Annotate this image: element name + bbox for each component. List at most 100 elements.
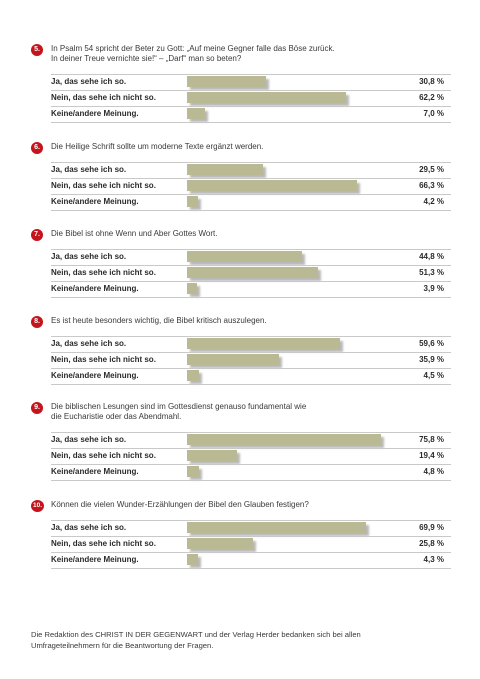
footer-line-2: Umfrageteilnehmern für die Beantwortung … [31, 641, 214, 650]
answer-label: Keine/andere Meinung. [51, 109, 139, 118]
question-number-badge: 8. [31, 316, 43, 328]
question-number-badge: 5. [31, 44, 43, 56]
row-divider [51, 265, 451, 266]
row-divider [51, 368, 451, 369]
question-block: 9. Die biblischen Lesungen sind im Gottes… [31, 402, 451, 481]
row-divider [51, 178, 451, 179]
row-divider [51, 384, 451, 385]
question-text: Es ist heute besonders wichtig, die Bibe… [51, 316, 431, 326]
answer-percent: 4,8 % [423, 467, 444, 476]
question-number-badge: 10. [31, 500, 44, 512]
question-text-line: die Eucharistie oder das Abendmahl. [51, 412, 182, 421]
answer-bar [187, 251, 302, 262]
answer-row: Keine/andere Meinung. 3,9 % [31, 281, 451, 297]
answer-percent: 59,6 % [419, 339, 444, 348]
answer-percent: 7,0 % [423, 109, 444, 118]
answer-percent: 69,9 % [419, 523, 444, 532]
answer-percent: 35,9 % [419, 355, 444, 364]
row-divider [51, 297, 451, 298]
answer-percent: 25,8 % [419, 539, 444, 548]
answer-label: Keine/andere Meinung. [51, 555, 139, 564]
answer-bar [187, 108, 205, 119]
answer-bar [187, 522, 366, 533]
answer-label: Nein, das sehe ich nicht so. [51, 93, 156, 102]
row-divider [51, 352, 451, 353]
answer-row: Ja, das sehe ich so. 29,5 % [31, 162, 451, 178]
answer-row: Nein, das sehe ich nicht so. 66,3 % [31, 178, 451, 194]
question-header: 9. Die biblischen Lesungen sind im Gottes… [31, 402, 451, 421]
answer-row: Keine/andere Meinung. 7,0 % [31, 106, 451, 122]
answer-label: Ja, das sehe ich so. [51, 77, 127, 86]
row-divider [51, 552, 451, 553]
answer-percent: 62,2 % [419, 93, 444, 102]
footer-note: Die Redaktion des CHRIST IN DER GEGENWAR… [31, 629, 451, 651]
answer-bar [187, 196, 198, 207]
answer-label: Nein, das sehe ich nicht so. [51, 181, 156, 190]
question-text: In Psalm 54 spricht der Beter zu Gott: „… [51, 44, 431, 64]
row-divider [51, 464, 451, 465]
answer-bar [187, 450, 237, 461]
question-text-line: In deiner Treue vernichte sie!“ – „Darf“… [51, 54, 242, 63]
answer-label: Ja, das sehe ich so. [51, 165, 127, 174]
answer-bar [187, 92, 347, 103]
answer-bar [187, 466, 200, 477]
answer-label: Ja, das sehe ich so. [51, 339, 127, 348]
question-text: Die Heilige Schrift sollte um moderne Te… [51, 142, 431, 152]
question-text-line: Die Heilige Schrift sollte um moderne Te… [51, 142, 264, 151]
answer-label: Ja, das sehe ich so. [51, 435, 127, 444]
row-divider [51, 336, 451, 337]
answer-label: Nein, das sehe ich nicht so. [51, 539, 156, 548]
answer-label: Keine/andere Meinung. [51, 197, 139, 206]
row-divider [51, 520, 451, 521]
answer-bar [187, 283, 197, 294]
question-text-line: In Psalm 54 spricht der Beter zu Gott: „… [51, 44, 335, 53]
answer-row: Nein, das sehe ich nicht so. 35,9 % [31, 352, 451, 368]
answer-row: Keine/andere Meinung. 4,5 % [31, 368, 451, 384]
answer-label: Ja, das sehe ich so. [51, 252, 127, 261]
answer-percent: 29,5 % [419, 165, 444, 174]
answer-bar [187, 370, 199, 381]
answer-row: Ja, das sehe ich so. 75,8 % [31, 432, 451, 448]
row-divider [51, 210, 451, 211]
row-divider [51, 162, 451, 163]
row-divider [51, 106, 451, 107]
question-text-line: Die biblischen Lesungen sind im Gottesdi… [51, 402, 307, 411]
footer-line-1: Die Redaktion des CHRIST IN DER GEGENWAR… [31, 630, 361, 639]
answer-row: Keine/andere Meinung. 4,3 % [31, 552, 451, 568]
question-text-line: Es ist heute besonders wichtig, die Bibe… [51, 316, 267, 325]
answer-label: Nein, das sehe ich nicht so. [51, 268, 156, 277]
question-header: 6. Die Heilige Schrift sollte um moderne … [31, 142, 451, 158]
answer-label: Keine/andere Meinung. [51, 284, 139, 293]
question-block: 7. Die Bibel ist ohne Wenn und Aber Gotte… [31, 229, 451, 298]
answer-bar [187, 180, 357, 191]
question-block: 10. Können die vielen Wunder-Erzählungen … [31, 500, 451, 569]
answer-percent: 4,3 % [423, 555, 444, 564]
question-block: 5. In Psalm 54 spricht der Beter zu Gott:… [31, 44, 451, 123]
question-block: 6. Die Heilige Schrift sollte um moderne … [31, 142, 451, 211]
answer-percent: 4,2 % [423, 197, 444, 206]
answer-row: Ja, das sehe ich so. 59,6 % [31, 336, 451, 352]
row-divider [51, 90, 451, 91]
answer-percent: 66,3 % [419, 181, 444, 190]
row-divider [51, 122, 451, 123]
answer-row: Keine/andere Meinung. 4,2 % [31, 194, 451, 210]
answer-row: Ja, das sehe ich so. 69,9 % [31, 520, 451, 536]
question-header: 8. Es ist heute besonders wichtig, die Bi… [31, 316, 451, 332]
answer-row: Keine/andere Meinung. 4,8 % [31, 464, 451, 480]
answer-percent: 3,9 % [423, 284, 444, 293]
answer-percent: 19,4 % [419, 451, 444, 460]
question-text-line: Können die vielen Wunder-Erzählungen der… [51, 500, 309, 509]
answer-bar [187, 338, 340, 349]
answer-row: Ja, das sehe ich so. 30,8 % [31, 74, 451, 90]
answer-row: Nein, das sehe ich nicht so. 25,8 % [31, 536, 451, 552]
answer-row: Ja, das sehe ich so. 44,8 % [31, 249, 451, 265]
question-number-badge: 6. [31, 142, 43, 154]
question-header: 7. Die Bibel ist ohne Wenn und Aber Gotte… [31, 229, 451, 245]
answer-label: Keine/andere Meinung. [51, 467, 139, 476]
answer-percent: 75,8 % [419, 435, 444, 444]
question-header: 10. Können die vielen Wunder-Erzählungen … [31, 500, 451, 516]
answer-bar [187, 164, 263, 175]
question-number-badge: 7. [31, 229, 43, 241]
answer-percent: 44,8 % [419, 252, 444, 261]
